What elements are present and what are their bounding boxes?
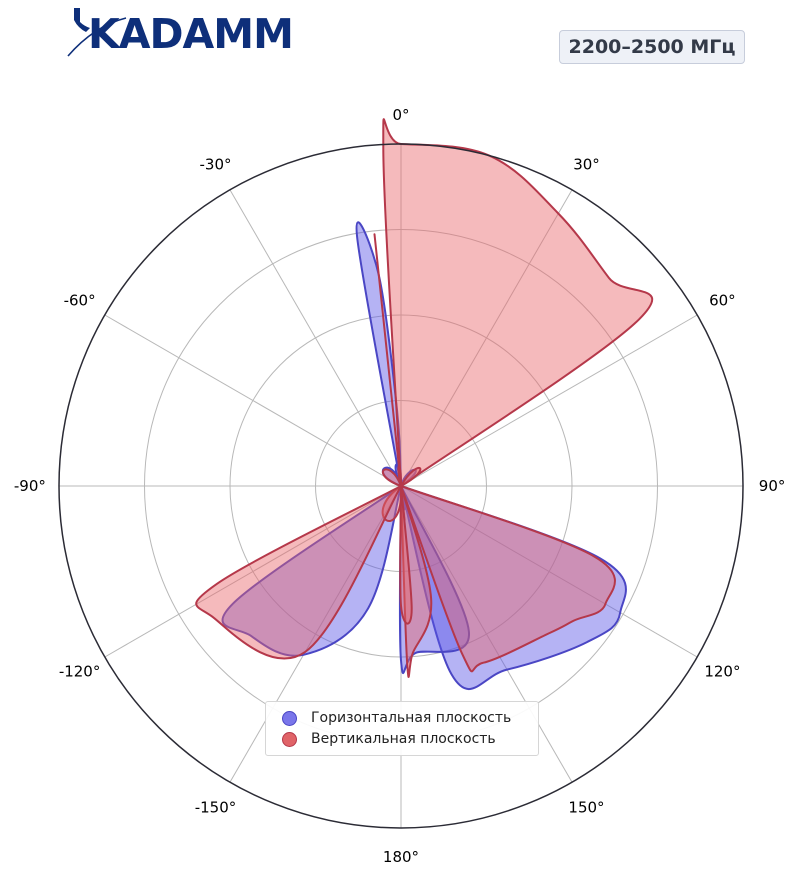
theta-tick-label-5: 150° — [568, 798, 604, 816]
legend-item-horizontal: Горизонтальная плоскость — [282, 708, 511, 728]
angular-gridline-4 — [400, 485, 698, 658]
theta-tick-label-3: 90° — [759, 477, 786, 495]
angular-gridline-8 — [104, 485, 402, 658]
theta-tick-label-6: 180° — [383, 848, 419, 866]
angular-gridline-7 — [229, 485, 402, 783]
logo-flag — [74, 8, 90, 32]
legend-item-vertical: Вертикальная плоскость — [282, 729, 496, 749]
series-horizontal — [221, 221, 627, 690]
angular-gridline-2 — [400, 314, 698, 487]
series-1-lobe-4 — [399, 468, 413, 625]
series-vertical — [195, 118, 654, 678]
theta-tick-label-11: -30° — [200, 156, 232, 174]
theta-tick-label-8: -120° — [59, 663, 101, 681]
theta-tick-label-0: 0° — [392, 106, 409, 124]
polar-outer-ring — [58, 143, 744, 829]
theta-tick-label-10: -60° — [64, 292, 96, 310]
angular-gridline-5 — [400, 485, 573, 783]
angular-gridline-10 — [104, 314, 402, 487]
theta-tick-label-7: -150° — [195, 798, 237, 816]
legend-swatch-horizontal — [282, 710, 297, 726]
data-series — [195, 118, 654, 690]
series-1-lobe-0 — [381, 118, 654, 522]
legend: Горизонтальная плоскость Вертикальная пл… — [265, 701, 539, 756]
legend-label-vertical: Вертикальная плоскость — [311, 731, 496, 747]
theta-tick-label-1: 30° — [573, 156, 600, 174]
logo-swoosh — [67, 17, 127, 57]
angular-gridline-11 — [229, 189, 402, 487]
logo-wordmark: KADAMM — [88, 10, 294, 58]
kadamm-logo — [67, 8, 127, 57]
legend-label-horizontal: Горизонтальная плоскость — [311, 710, 512, 726]
angular-gridline-1 — [400, 189, 573, 487]
angle-tick-labels: 0° 30° 60° 90° 120° 150° 180° -150° -120° -90° -60… — [14, 106, 785, 866]
series-1-lobe-2 — [381, 468, 616, 673]
theta-tick-label-4: 120° — [704, 663, 740, 681]
frequency-badge: 2200–2500 МГц — [559, 30, 745, 64]
polar-grid — [59, 144, 743, 828]
series-1-lobe-5 — [195, 467, 422, 660]
theta-tick-label-2: 60° — [709, 292, 736, 310]
theta-tick-label-9: -90° — [14, 477, 46, 495]
legend-swatch-vertical — [282, 731, 297, 747]
